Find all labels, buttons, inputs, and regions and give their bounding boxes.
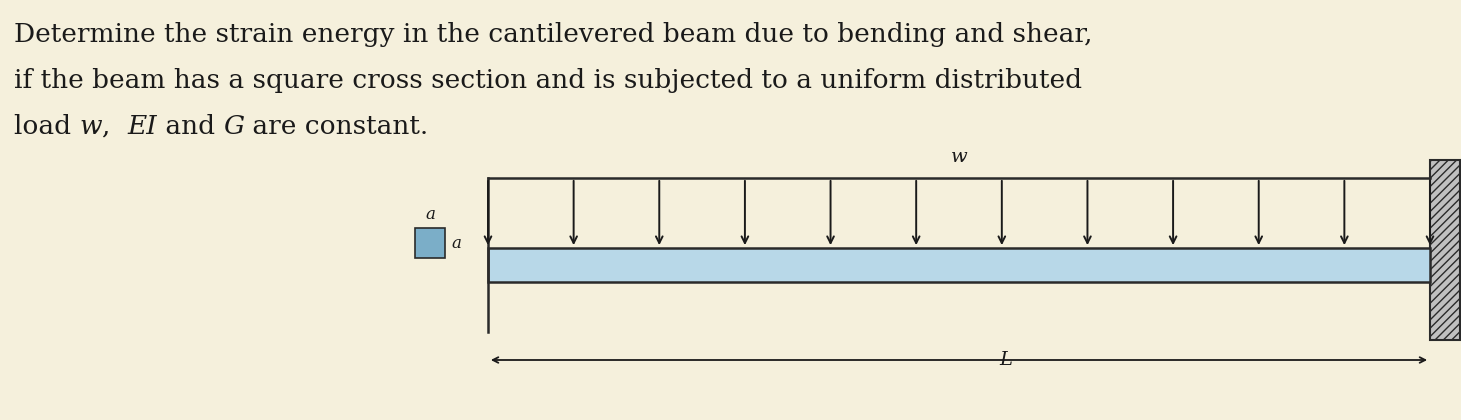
Bar bbox=[1430, 160, 1460, 340]
Text: a: a bbox=[451, 234, 460, 252]
Text: w: w bbox=[951, 148, 967, 166]
Text: EI: EI bbox=[127, 114, 156, 139]
Text: G: G bbox=[224, 114, 244, 139]
Text: if the beam has a square cross section and is subjected to a uniform distributed: if the beam has a square cross section a… bbox=[15, 68, 1083, 93]
Bar bbox=[488, 248, 1430, 282]
Text: L: L bbox=[999, 351, 1012, 369]
Text: a: a bbox=[425, 206, 435, 223]
Text: ,: , bbox=[102, 114, 127, 139]
Text: w: w bbox=[79, 114, 102, 139]
Text: load: load bbox=[15, 114, 79, 139]
Text: Determine the strain energy in the cantilevered beam due to bending and shear,: Determine the strain energy in the canti… bbox=[15, 22, 1093, 47]
Text: and: and bbox=[156, 114, 224, 139]
Bar bbox=[415, 228, 446, 258]
Text: are constant.: are constant. bbox=[244, 114, 428, 139]
